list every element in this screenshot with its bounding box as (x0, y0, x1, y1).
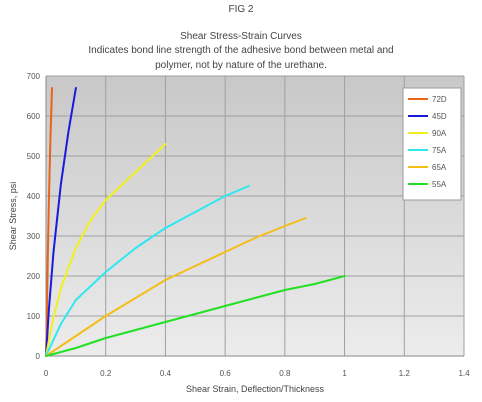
legend-label: 45D (432, 112, 447, 121)
series-line-45d (45, 87, 77, 357)
chart-title: Shear Stress-Strain Curves (180, 31, 302, 42)
chart-subtitle-line-1: Indicates bond line strength of the adhe… (88, 45, 393, 56)
x-tick-label: 0 (44, 369, 49, 378)
legend: 72D 45D 90A 75A 65A 55A (402, 87, 462, 201)
x-tick-label: 0.4 (160, 369, 172, 378)
series-line-75a (45, 185, 250, 357)
legend-label: 72D (432, 95, 447, 104)
figure-label: FIG 2 (228, 4, 253, 15)
x-tick-label: 0.8 (279, 369, 291, 378)
x-axis-label: Shear Strain, Deflection/Thickness (186, 384, 325, 394)
y-tick-label: 0 (36, 352, 41, 361)
series-line-72d (45, 87, 53, 357)
y-tick-label: 400 (27, 192, 41, 201)
x-tick-label: 1 (342, 369, 347, 378)
series-line-65a (45, 217, 307, 357)
legend-label: 75A (432, 146, 447, 155)
y-tick-label: 700 (27, 72, 41, 81)
x-tick-label: 0.6 (220, 369, 232, 378)
legend-label: 65A (432, 163, 447, 172)
y-tick-label: 100 (27, 312, 41, 321)
y-tick-label: 200 (27, 272, 41, 281)
legend-label: 90A (432, 129, 447, 138)
y-tick-label: 600 (27, 112, 41, 121)
tick-labels: 0 0.2 0.4 0.6 0.8 1 1.2 1.4 0 100 200 300 400 500 600 7… (27, 72, 470, 378)
y-axis-label: Shear Stress, psi (8, 182, 18, 251)
legend-label: 55A (432, 180, 447, 189)
legend-box (402, 87, 462, 201)
grid (45, 75, 465, 357)
y-tick-label: 500 (27, 152, 41, 161)
x-tick-label: 1.2 (399, 369, 411, 378)
series-line-90a (45, 143, 167, 357)
x-tick-label: 1.4 (458, 369, 470, 378)
series-line-55a (45, 275, 346, 357)
x-tick-label: 0.2 (100, 369, 112, 378)
chart-subtitle-line-2: polymer, not by nature of the urethane. (155, 60, 327, 71)
y-tick-label: 300 (27, 232, 41, 241)
series-lines (45, 87, 346, 357)
